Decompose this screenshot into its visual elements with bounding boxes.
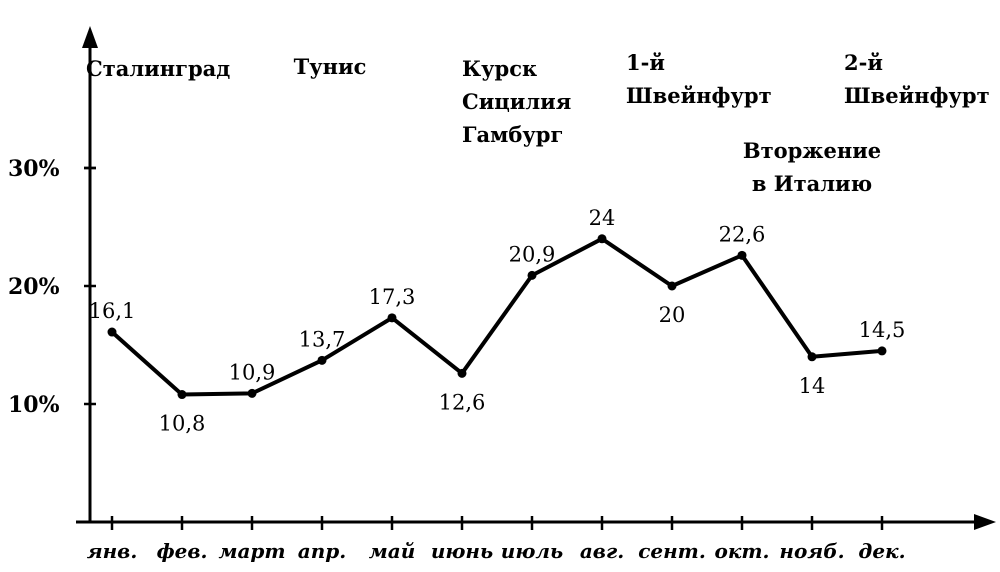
- y-ticks: 10% 20% 30%: [8, 156, 96, 418]
- value-label: 17,3: [369, 285, 416, 309]
- value-labels: 16,1 10,8 10,9 13,7 17,3 12,6 20,9 24 20 22,6 14 14…: [89, 206, 906, 436]
- event-annotation: Курск: [462, 56, 537, 81]
- data-point: [387, 313, 397, 323]
- data-point: [737, 250, 747, 260]
- x-tick-label: июнь: [431, 539, 493, 563]
- event-annotation: Швейнфурт: [626, 83, 772, 108]
- series-line: [110, 236, 883, 397]
- x-tick-label: сент.: [638, 539, 706, 563]
- data-point: [317, 355, 327, 365]
- y-axis-arrow: [82, 26, 98, 48]
- y-tick-label: 20%: [8, 274, 60, 300]
- event-annotation: 1-й: [626, 50, 665, 75]
- x-tick-label: март: [218, 539, 285, 563]
- x-ticks: янв. фев. март апр. май июнь июль авг. сент. окт.…: [87, 516, 906, 563]
- data-point: [177, 390, 187, 400]
- y-tick-label: 10%: [8, 392, 60, 418]
- axes: [76, 26, 996, 530]
- value-label: 14: [799, 374, 826, 398]
- value-label: 10,8: [159, 412, 206, 436]
- value-label: 20,9: [509, 242, 556, 266]
- x-tick-label: июль: [501, 539, 563, 563]
- data-point: [877, 346, 887, 356]
- event-annotation: 2-й: [844, 50, 883, 75]
- annotations: Сталинград Тунис Курск Сицилия Гамбург 1-й Шве…: [86, 50, 990, 196]
- data-point: [597, 234, 607, 244]
- event-annotation: Швейнфурт: [844, 83, 990, 108]
- event-annotation: в Италию: [752, 171, 872, 196]
- series: [107, 234, 887, 400]
- x-tick-label: апр.: [298, 539, 346, 563]
- event-annotation: Сталинград: [86, 56, 230, 81]
- value-label: 14,5: [859, 318, 906, 342]
- data-point: [107, 327, 117, 337]
- value-label: 16,1: [89, 299, 136, 323]
- data-point: [247, 388, 257, 398]
- value-label: 20: [659, 303, 686, 327]
- x-tick-label: янв.: [87, 539, 138, 563]
- data-point: [457, 368, 467, 378]
- x-tick-label: нояб.: [779, 539, 844, 563]
- value-label: 24: [589, 206, 616, 230]
- data-point: [667, 281, 677, 291]
- event-annotation: Вторжение: [743, 138, 881, 163]
- y-tick-label: 30%: [8, 156, 60, 182]
- x-tick-label: дек.: [858, 539, 905, 563]
- value-label: 10,9: [229, 360, 276, 384]
- x-tick-label: авг.: [580, 539, 624, 563]
- value-label: 12,6: [439, 390, 486, 414]
- event-annotation: Тунис: [294, 54, 367, 79]
- data-point: [807, 352, 817, 362]
- value-label: 22,6: [719, 222, 766, 246]
- data-point: [527, 270, 537, 280]
- event-annotation: Гамбург: [462, 122, 563, 147]
- x-axis-arrow: [974, 514, 996, 530]
- x-tick-label: окт.: [715, 539, 770, 563]
- event-annotation: Сицилия: [462, 89, 571, 114]
- x-tick-label: май: [369, 539, 416, 563]
- value-label: 13,7: [299, 327, 346, 351]
- x-tick-label: фев.: [157, 539, 208, 563]
